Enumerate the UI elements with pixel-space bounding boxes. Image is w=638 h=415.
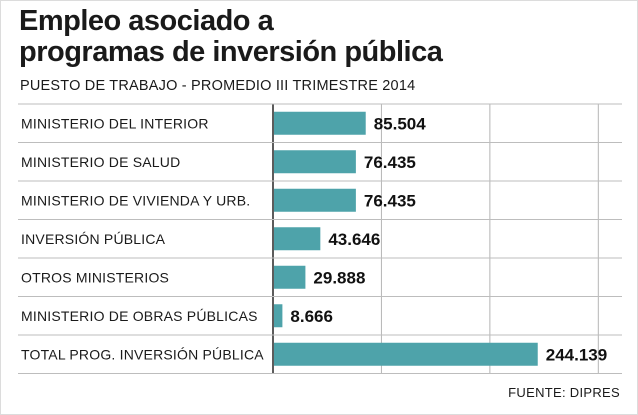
bar <box>274 342 538 366</box>
chart-subtitle: PUESTO DE TRABAJO - PROMEDIO III TRIMEST… <box>20 78 416 94</box>
value-label: 76.435 <box>364 153 416 172</box>
category-label: MINISTERIO DE VIVIENDA Y URB. <box>21 192 250 208</box>
chart-title: Empleo asociado a programas de inversión… <box>19 6 619 68</box>
bar <box>274 111 366 135</box>
category-label: INVERSIÓN PÚBLICA <box>21 231 166 247</box>
category-label: OTROS MINISTERIOS <box>21 269 169 285</box>
chart-title-line2: programas de inversión pública <box>19 36 443 68</box>
value-label: 43.646 <box>328 230 380 249</box>
source-note: FUENTE: DIPRES <box>508 385 620 400</box>
value-label: 76.435 <box>364 191 416 210</box>
value-label: 244.139 <box>546 345 607 364</box>
bar <box>274 150 356 174</box>
bar <box>274 304 283 328</box>
chart-title-line1: Empleo asociado a <box>19 5 274 37</box>
value-label: 29.888 <box>313 268 365 287</box>
bar <box>274 227 321 251</box>
bar <box>274 265 306 289</box>
value-label: 85.504 <box>374 114 427 133</box>
category-label: TOTAL PROG. INVERSIÓN PÚBLICA <box>21 346 264 362</box>
value-label: 8.666 <box>290 307 333 326</box>
bar <box>274 188 356 212</box>
category-label: MINISTERIO DE SALUD <box>21 154 180 170</box>
category-label: MINISTERIO DE OBRAS PÚBLICAS <box>21 308 258 324</box>
category-label: MINISTERIO DEL INTERIOR <box>21 115 209 131</box>
